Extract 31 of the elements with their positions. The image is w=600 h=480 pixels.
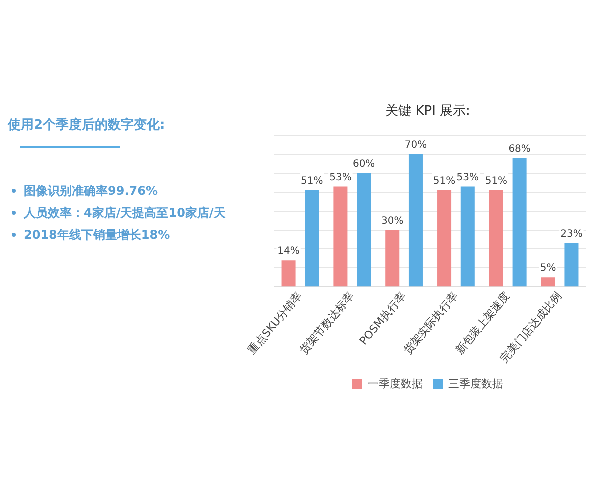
bar [541,278,556,287]
bar [334,186,348,287]
text: 图像识别准确率99.76% [24,183,158,200]
data-label: 70% [404,140,428,152]
data-label: 23% [560,229,583,240]
bar [282,260,296,287]
bar [386,230,400,287]
text: 使用2个季度后的数字变化: [8,116,166,134]
bar [460,186,475,287]
data-label: 14% [278,246,300,258]
legend-label: 三季度数据 [448,377,504,390]
bar [489,190,504,287]
bar [357,173,372,287]
data-label: 51% [433,176,456,188]
data-label: 68% [508,144,531,155]
data-label: 53% [330,172,352,184]
bar [564,244,579,287]
bar [512,158,527,287]
chart-title: 关键 KPI 展示: [386,104,470,120]
bar [305,190,320,287]
data-label: 5% [540,263,556,274]
data-label: 53% [456,172,480,184]
text: 人员效率：4家店/天提高至10家店/天 [24,205,226,222]
data-label: 30% [381,216,404,227]
bar [408,154,423,287]
legend-label: 一季度数据 [368,377,423,390]
bar [438,190,452,287]
data-label: 51% [301,176,324,188]
data-label: 51% [485,176,508,188]
text: 2018年线下销量增长18% [24,227,170,244]
data-label: 60% [352,159,376,170]
